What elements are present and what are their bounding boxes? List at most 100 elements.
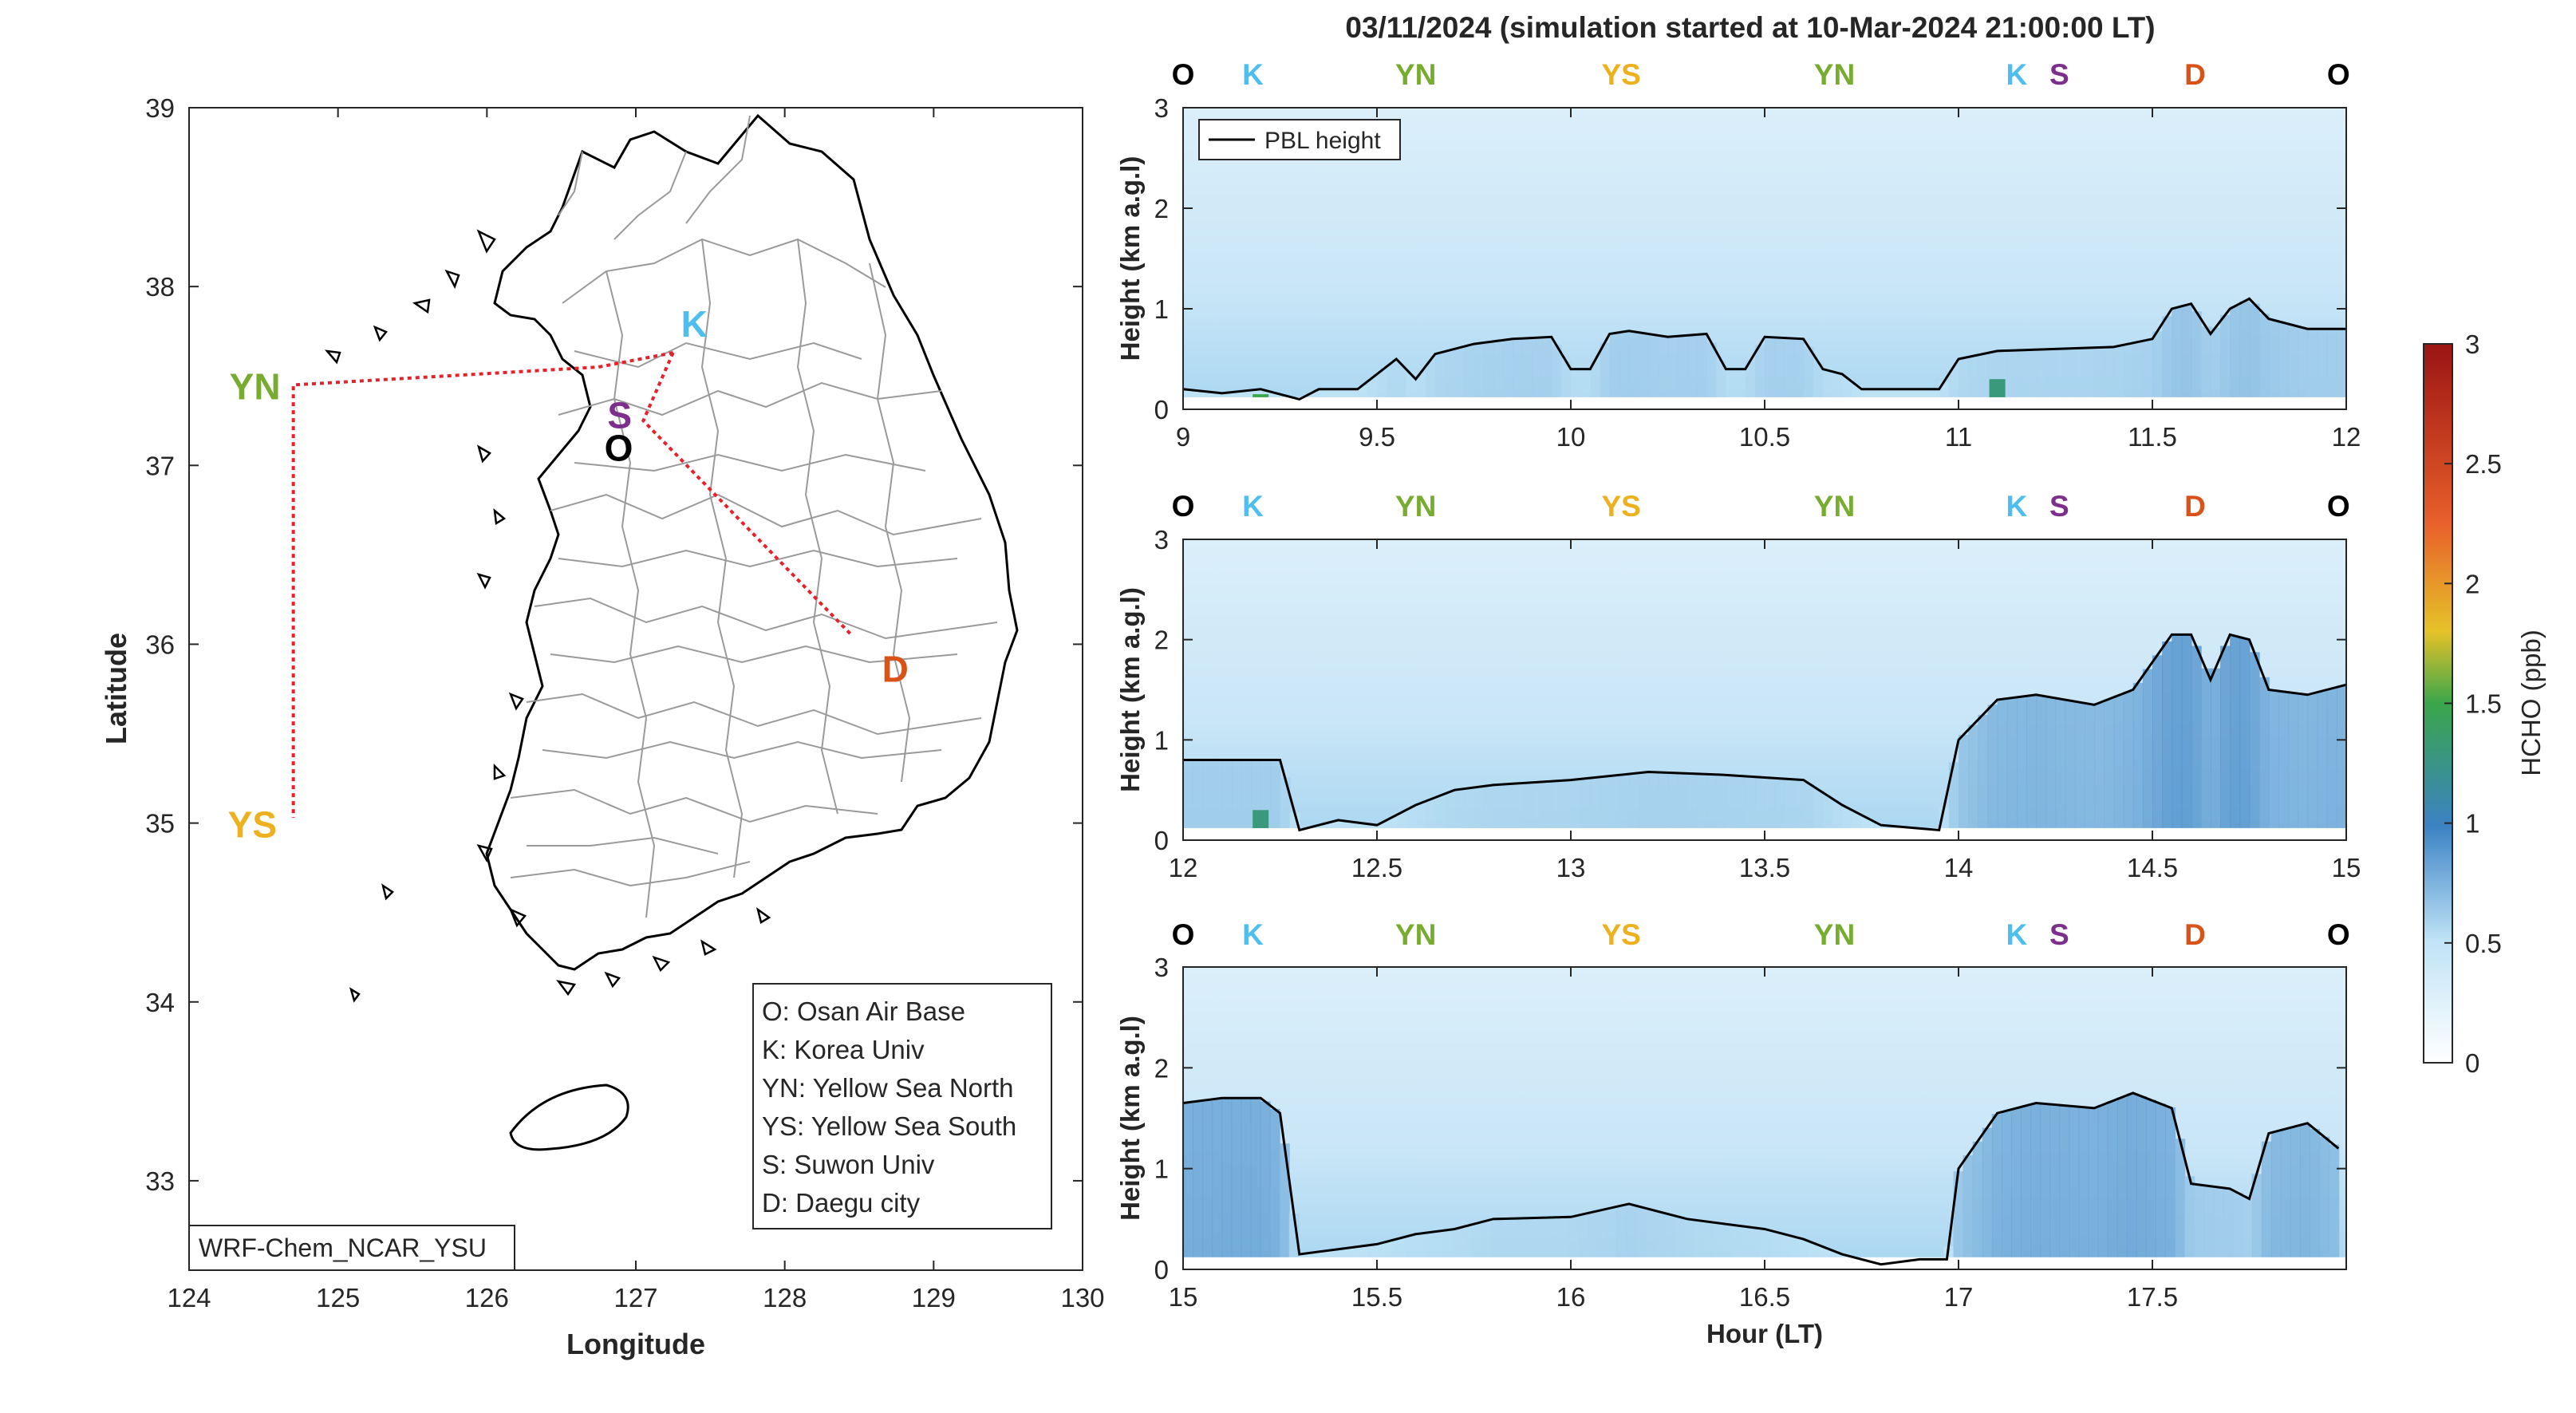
jeju-island bbox=[509, 1083, 629, 1151]
heatmap-column bbox=[2329, 1144, 2340, 1257]
heatmap-column bbox=[1414, 1233, 1425, 1257]
pbl-height-line bbox=[1183, 633, 2346, 832]
heatmap-column bbox=[2104, 699, 2115, 828]
heatmap-column bbox=[1968, 356, 1979, 397]
heatmap-column bbox=[1607, 1207, 1618, 1257]
heatmap-column bbox=[1387, 362, 1398, 397]
heatmap-column bbox=[1415, 373, 1426, 397]
heatmap-column bbox=[2258, 314, 2270, 397]
heatmap-column bbox=[2055, 699, 2066, 828]
heatmap-column bbox=[2200, 668, 2211, 828]
map-ytick-label: 33 bbox=[145, 1166, 175, 1196]
heatmap-column bbox=[2030, 1103, 2041, 1257]
heatmap-column bbox=[2319, 1136, 2330, 1257]
site-marker-s: S bbox=[2049, 58, 2069, 91]
heatmap-column bbox=[2268, 320, 2279, 397]
heatmap-column bbox=[1712, 1222, 1723, 1257]
heatmap-column bbox=[1493, 784, 1504, 828]
xlabel: Hour (LT) bbox=[1706, 1319, 1823, 1348]
heatmap-column bbox=[1813, 361, 1824, 397]
site-marker-yn: YN bbox=[1395, 918, 1436, 951]
site-label-ys: YS bbox=[228, 804, 277, 846]
heatmap-column bbox=[1683, 1219, 1694, 1257]
heatmap-column bbox=[1231, 760, 1242, 828]
heatmap-column bbox=[1735, 369, 1746, 397]
heatmap-column bbox=[2288, 693, 2299, 828]
heatmap-column bbox=[1520, 1218, 1531, 1257]
heatmap-column bbox=[1193, 390, 1204, 397]
ytick-label: 2 bbox=[1154, 194, 1169, 223]
heatmap-column bbox=[2074, 702, 2085, 828]
heatmap-column bbox=[1221, 1098, 1233, 1257]
heatmap-column bbox=[1731, 1225, 1743, 1257]
heatmap-column bbox=[1183, 760, 1194, 828]
pbl-height-line bbox=[1183, 1091, 2340, 1266]
heatmap-column bbox=[1626, 1204, 1637, 1257]
heatmap-column bbox=[1982, 1127, 1993, 1257]
heatmap-column bbox=[1832, 802, 1844, 828]
map-ytick-label: 37 bbox=[145, 451, 175, 480]
heatmap-column bbox=[1502, 339, 1514, 397]
site-legend-box bbox=[752, 983, 1052, 1229]
xtick-label: 9.5 bbox=[1359, 422, 1395, 452]
heatmap-column bbox=[2016, 697, 2028, 828]
site-marker-k: K bbox=[2006, 490, 2028, 523]
heatmap-column bbox=[1464, 787, 1475, 828]
heatmap-column bbox=[1726, 775, 1737, 828]
colorbar-tick-label: 3 bbox=[2465, 330, 2479, 359]
colorbar-tick-label: 2 bbox=[2465, 569, 2479, 598]
heatmap-column bbox=[1280, 777, 1291, 828]
ylabel: Height (km a.g.l) bbox=[1115, 156, 1145, 361]
colorbar-tick-label: 0.5 bbox=[2465, 929, 2502, 958]
heatmap-column bbox=[1619, 331, 1630, 397]
heatmap-column bbox=[1822, 370, 1834, 397]
heatmap-column bbox=[1852, 812, 1863, 828]
site-marker-o: O bbox=[1172, 490, 1195, 523]
heatmap-column bbox=[1221, 393, 1233, 397]
xtick-label: 17 bbox=[1944, 1282, 1974, 1312]
heatmap-column bbox=[1978, 714, 1989, 828]
xtick-label: 14 bbox=[1944, 853, 1974, 882]
pbl-legend: PBL height bbox=[1198, 119, 1401, 160]
heatmap-column bbox=[1202, 1099, 1213, 1257]
heatmap-column bbox=[2242, 1198, 2253, 1257]
xtick-label: 16.5 bbox=[1739, 1282, 1790, 1312]
heatmap-column bbox=[2162, 641, 2173, 828]
ytick-label: 3 bbox=[1154, 525, 1169, 555]
heatmap-column bbox=[1693, 1220, 1704, 1257]
xtick-label: 15 bbox=[1169, 1282, 1198, 1312]
heatmap-column bbox=[1328, 821, 1339, 828]
legend-entry-korea-univ: K: Korea Univ bbox=[762, 1035, 925, 1064]
site-marker-yn: YN bbox=[1814, 58, 1855, 91]
heatmap-column bbox=[1539, 1218, 1550, 1257]
heatmap-column bbox=[1445, 791, 1456, 828]
heatmap-column bbox=[2136, 1095, 2147, 1257]
heatmap-column bbox=[1655, 1211, 1666, 1257]
heatmap-column bbox=[1784, 337, 1795, 397]
xtick-label: 17.5 bbox=[2127, 1282, 2178, 1312]
heatmap-column bbox=[1735, 776, 1746, 828]
heatmap-column bbox=[1338, 820, 1349, 828]
heatmap-column bbox=[1702, 1222, 1714, 1257]
heatmap-column bbox=[1483, 341, 1494, 397]
site-marker-s: S bbox=[2049, 918, 2069, 951]
heatmap-column bbox=[2036, 349, 2047, 397]
legend-entry-suwon-univ: S: Suwon Univ bbox=[762, 1150, 935, 1179]
xtick-label: 13.5 bbox=[1739, 853, 1790, 882]
heatmap-column bbox=[1212, 760, 1223, 828]
site-marker-k: K bbox=[1242, 58, 1264, 91]
heatmap-column bbox=[1832, 373, 1844, 397]
heatmap-column bbox=[2251, 1174, 2262, 1257]
heatmap-column bbox=[1648, 334, 1659, 397]
heatmap-column bbox=[1442, 1229, 1454, 1257]
heatmap-column bbox=[2213, 1187, 2224, 1257]
heatmap-column bbox=[2074, 348, 2085, 397]
heatmap-column bbox=[1367, 377, 1378, 397]
heatmap-column bbox=[1948, 762, 1959, 828]
heatmap-column bbox=[2230, 635, 2241, 828]
heatmap-column bbox=[2175, 1139, 2186, 1257]
xtick-label: 11.5 bbox=[2128, 422, 2177, 452]
map-ytick-label: 39 bbox=[145, 93, 175, 123]
